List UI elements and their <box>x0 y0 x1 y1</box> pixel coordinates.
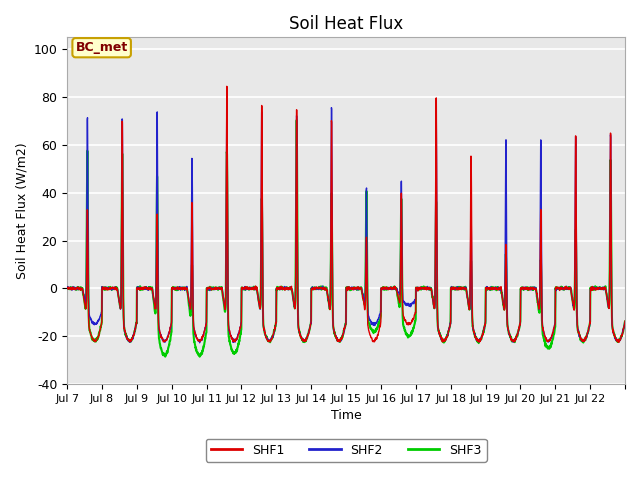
Legend: SHF1, SHF2, SHF3: SHF1, SHF2, SHF3 <box>205 439 486 462</box>
X-axis label: Time: Time <box>331 409 362 422</box>
Text: BC_met: BC_met <box>76 41 128 54</box>
Y-axis label: Soil Heat Flux (W/m2): Soil Heat Flux (W/m2) <box>15 143 28 279</box>
Title: Soil Heat Flux: Soil Heat Flux <box>289 15 403 33</box>
